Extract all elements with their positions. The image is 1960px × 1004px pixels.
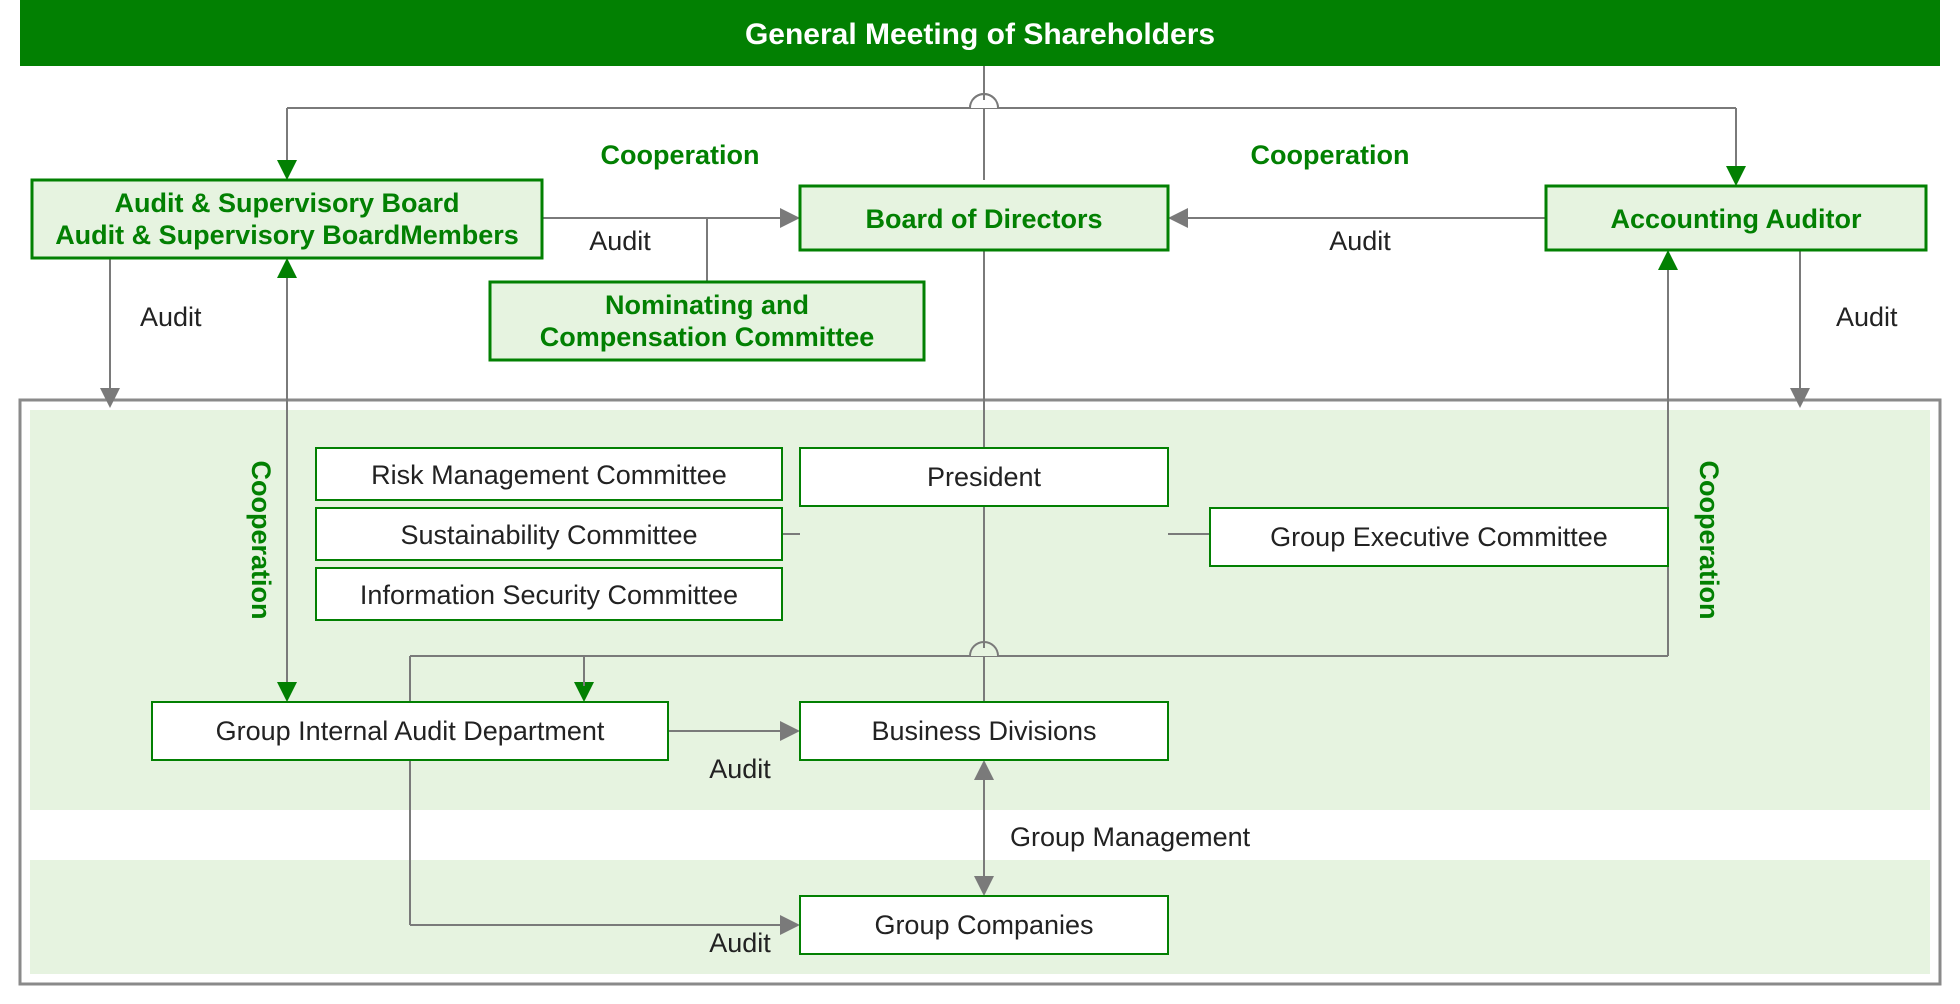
- accounting-auditor-label: Accounting Auditor: [1611, 204, 1862, 234]
- coop-vert-left-label: Cooperation: [246, 461, 276, 620]
- header-label: General Meeting of Shareholders: [745, 18, 1215, 51]
- internal-audit-label: Group Internal Audit Department: [216, 716, 605, 746]
- group-mgmt-label: Group Management: [1010, 822, 1251, 852]
- nominating-committee-line2: Compensation Committee: [540, 322, 875, 352]
- audit-bottom-label: Audit: [709, 928, 771, 958]
- audit-mid-left-label: Audit: [589, 226, 651, 256]
- sustainability-label: Sustainability Committee: [400, 520, 697, 550]
- coop-top-left-label: Cooperation: [601, 140, 760, 170]
- group-exec-label: Group Executive Committee: [1270, 522, 1608, 552]
- risk-mgmt-label: Risk Management Committee: [371, 460, 727, 490]
- org-chart-diagram: General Meeting of Shareholders Cooperat…: [0, 0, 1960, 1004]
- audit-far-left-label: Audit: [140, 302, 202, 332]
- audit-supervisory-board-line1: Audit & Supervisory Board: [114, 188, 459, 218]
- audit-lower-label: Audit: [709, 754, 771, 784]
- group-companies-label: Group Companies: [874, 910, 1093, 940]
- coop-top-right-label: Cooperation: [1251, 140, 1410, 170]
- coop-vert-right-label: Cooperation: [1694, 461, 1724, 620]
- nominating-committee-line1: Nominating and: [605, 290, 809, 320]
- business-divisions-label: Business Divisions: [871, 716, 1096, 746]
- info-sec-label: Information Security Committee: [360, 580, 738, 610]
- audit-supervisory-board-line2: Audit & Supervisory BoardMembers: [55, 220, 519, 250]
- board-of-directors-label: Board of Directors: [865, 204, 1102, 234]
- audit-mid-right-label: Audit: [1329, 226, 1391, 256]
- audit-far-right-label: Audit: [1836, 302, 1898, 332]
- president-label: President: [927, 462, 1042, 492]
